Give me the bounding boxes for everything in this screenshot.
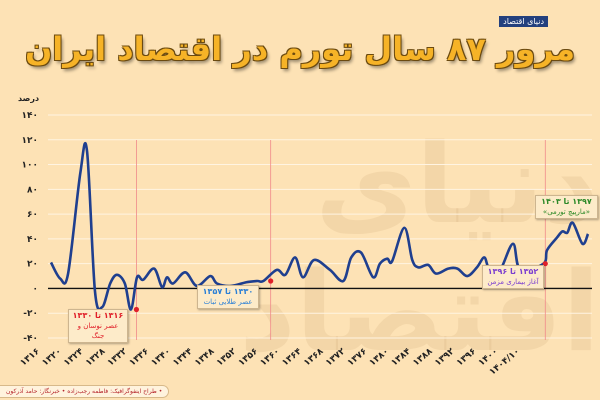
annotation-period: ۱۳۱۶ تا ۱۳۳۰ [72, 311, 124, 320]
x-tick-label: ۱۳۳۲ [106, 346, 130, 368]
y-axis-label: درصد [18, 94, 39, 103]
y-tick-label: ۱۲۰ [22, 136, 38, 146]
x-tick-label: ۱۳۸۴ [390, 346, 414, 368]
x-tick-label: ۱۳۹۶ [455, 347, 478, 369]
x-tick-label: ۱۳۴۸ [193, 346, 217, 368]
x-tick-label: ۱۳۲۴ [62, 346, 86, 368]
y-tick-label: ۱۴۰ [22, 111, 38, 121]
chart-title: مرور ۸۷ سال تورم در اقتصاد ایران [24, 30, 576, 68]
y-tick-label: ۱۰۰ [22, 161, 38, 171]
x-tick-label: ۱۳۴۰ [150, 347, 173, 369]
y-tick-label: ۲۰ [27, 260, 38, 270]
x-tick-label: ۱۳۴۴ [171, 346, 195, 368]
y-tick-label: -۴۰ [23, 334, 38, 344]
period-marker-dot [268, 278, 274, 284]
x-tick-label: ۱۳۶۴ [280, 346, 304, 368]
x-tick-label: ۱۳۳۶ [128, 347, 151, 369]
annotation-period: ۱۳۳۰ تا ۱۳۵۷ [202, 287, 254, 296]
credits-footer: • طراح اینفوگرافیک: فاطمه رجب‌زاده • خبر… [0, 385, 170, 398]
x-tick-label: ۱۳۵۲ [215, 346, 239, 368]
annotation-label: عصر طلایی ثبات [203, 298, 253, 306]
annotation-period: ۱۳۹۷ تا ۱۴۰۳ [541, 197, 592, 206]
annotation-war-era: ۱۳۱۶ تا ۱۳۳۰ عصر نوسان و جنگ [68, 309, 128, 343]
annotation-spiral-era: ۱۳۹۷ تا ۱۴۰۳ «مارپیچ تورمی» [535, 195, 598, 219]
x-tick-label: ۱۳۷۲ [324, 346, 348, 368]
x-tick-label: ۱۳۹۲ [433, 346, 457, 368]
x-tick-label: ۱۳۸۰ [368, 347, 391, 369]
x-tick-label: ۱۳۲۰ [40, 347, 63, 369]
y-tick-label: ۰ [33, 284, 39, 294]
period-marker-dot [133, 306, 140, 313]
annotation-label: آغاز بیماری مزمن [487, 278, 539, 286]
y-tick-label: ۸۰ [27, 185, 38, 195]
x-tick-label: ۱۳۱۶ [19, 347, 42, 369]
x-tick-label: ۱۳۸۸ [411, 346, 435, 368]
annotation-stability-era: ۱۳۳۰ تا ۱۳۵۷ عصر طلایی ثبات [197, 285, 259, 309]
annotation-chronic-era: ۱۳۵۲ تا ۱۳۹۶ آغاز بیماری مزمن [482, 265, 544, 289]
y-tick-label: -۲۰ [23, 309, 38, 319]
y-tick-label: ۴۰ [27, 235, 38, 245]
period-marker-dot [542, 261, 548, 267]
x-tick-label: ۱۳۲۸ [84, 346, 108, 368]
annotation-label: «مارپیچ تورمی» [542, 208, 591, 216]
x-tick-label: ۱۳۶۰ [259, 347, 282, 369]
annotation-period: ۱۳۵۲ تا ۱۳۹۶ [487, 267, 539, 276]
x-tick-label: ۱۳۶۸ [302, 346, 326, 368]
x-tick-label: ۱۳۵۶ [237, 347, 260, 369]
brand-logo: دنیای اقتصاد [499, 16, 548, 27]
x-tick-label: ۱۳۷۶ [346, 347, 369, 369]
y-tick-label: ۶۰ [27, 210, 38, 220]
annotation-label: عصر نوسان و جنگ [77, 322, 119, 340]
